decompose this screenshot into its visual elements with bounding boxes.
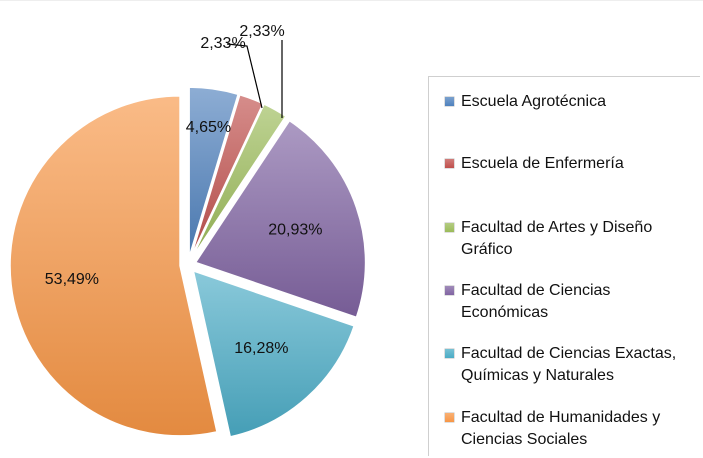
legend-item: Facultad de Ciencias Económicas xyxy=(445,280,695,324)
leader-line-2 xyxy=(226,43,263,109)
legend-swatch xyxy=(445,349,454,358)
legend-label: Facultad de Humanidades y Ciencias Social… xyxy=(461,407,660,451)
pie-slice-1 xyxy=(188,86,240,258)
pie-slice-3 xyxy=(191,103,287,259)
legend-item: Facultad de Humanidades y Ciencias Social… xyxy=(445,407,695,451)
pie-slice-2 xyxy=(190,93,265,258)
top-divider xyxy=(0,0,703,1)
legend-label-line: Facultad de Ciencias xyxy=(461,282,611,299)
legend-item: Facultad de Artes y Diseño Gráfico xyxy=(445,217,695,261)
legend-swatch xyxy=(445,97,454,106)
legend-label: Facultad de Ciencias Exactas, Químicas y … xyxy=(461,343,676,387)
slice-value-label-6: 53,49% xyxy=(45,271,99,288)
legend-label-line: Facultad de Ciencias Exactas, xyxy=(461,345,677,362)
legend-label: Escuela de Enfermería xyxy=(461,153,624,175)
legend-swatch xyxy=(445,413,454,422)
slice-value-label-1: 4,65% xyxy=(186,119,231,136)
legend-swatch xyxy=(445,223,454,232)
pie-slice-5 xyxy=(192,269,356,438)
legend-label-line: Escuela de Enfermería xyxy=(461,155,624,172)
slice-value-label-2: 2,33% xyxy=(200,35,245,52)
legend-label: Facultad de Ciencias Económicas xyxy=(461,280,610,324)
legend-label-line: Facultad de Artes y Diseño xyxy=(461,219,653,236)
legend-label: Escuela Agrotécnica xyxy=(461,91,606,113)
legend-item: Escuela de Enfermería xyxy=(445,153,695,175)
legend-label-line: Químicas y Naturales xyxy=(461,367,614,384)
slice-value-label-5: 16,28% xyxy=(234,340,288,357)
legend-label-line: Escuela Agrotécnica xyxy=(461,93,606,110)
legend-item: Escuela Agrotécnica xyxy=(445,91,695,113)
pie-slice-4 xyxy=(194,119,367,319)
legend: Escuela Agrotécnica Escuela de Enfermería… xyxy=(428,76,700,456)
legend-label-line: Económicas xyxy=(461,304,549,321)
legend-label-line: Gráfico xyxy=(461,241,513,258)
legend-label: Facultad de Artes y Diseño Gráfico xyxy=(461,217,652,261)
pie-slice-6 xyxy=(9,95,218,437)
slice-value-label-4: 20,93% xyxy=(268,221,322,238)
legend-item: Facultad de Ciencias Exactas, Químicas y … xyxy=(445,343,695,387)
legend-label-line: Ciencias Sociales xyxy=(461,431,588,448)
legend-swatch xyxy=(445,159,454,168)
slice-value-label-3: 2,33% xyxy=(239,23,284,40)
legend-swatch xyxy=(445,286,454,295)
legend-label-line: Facultad de Humanidades y xyxy=(461,409,661,426)
